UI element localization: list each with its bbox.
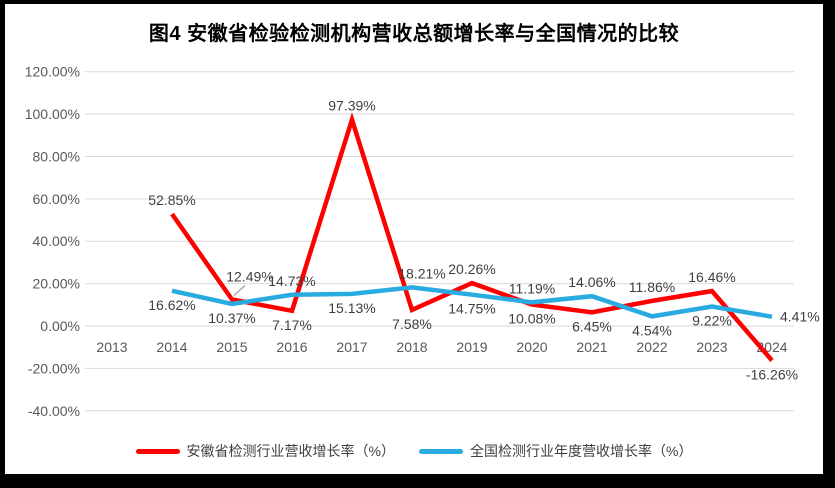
svg-text:2015: 2015 [216,339,247,355]
plot-area: 120.00% 100.00% 80.00% 60.00% 40.00% 20.00% 0.… [25,64,820,419]
svg-text:9.22%: 9.22% [692,313,732,329]
legend-label-anhui: 安徽省检测行业营收增长率（%） [186,443,395,459]
legend-label-national: 全国检测行业年度营收增长率（%） [470,443,693,459]
svg-text:52.85%: 52.85% [148,192,195,208]
svg-text:11.19%: 11.19% [509,280,555,296]
svg-text:2023: 2023 [696,339,727,355]
svg-text:2021: 2021 [576,339,607,355]
line-chart: 图4 安徽省检验检测机构营收总额增长率与全国情况的比较 120.00% 100.0… [5,4,823,474]
svg-text:-16.26%: -16.26% [746,367,798,383]
svg-text:120.00%: 120.00% [25,64,80,80]
svg-text:14.06%: 14.06% [568,274,615,290]
svg-text:12.49%: 12.49% [226,269,273,285]
svg-text:2020: 2020 [516,339,547,355]
svg-text:16.62%: 16.62% [148,297,195,313]
svg-text:14.75%: 14.75% [448,301,495,317]
svg-text:-40.00%: -40.00% [28,403,80,419]
svg-text:2019: 2019 [456,339,487,355]
svg-text:80.00%: 80.00% [33,149,80,165]
svg-text:60.00%: 60.00% [33,191,80,207]
svg-text:2022: 2022 [636,339,667,355]
svg-text:7.17%: 7.17% [272,317,312,333]
svg-text:20.26%: 20.26% [448,261,495,277]
svg-text:7.58%: 7.58% [392,316,432,332]
svg-text:11.86%: 11.86% [629,279,675,295]
svg-text:10.08%: 10.08% [508,311,555,327]
svg-text:16.46%: 16.46% [688,269,735,285]
svg-text:15.13%: 15.13% [328,300,375,316]
svg-text:2014: 2014 [156,339,187,355]
svg-text:2018: 2018 [396,339,427,355]
svg-text:2016: 2016 [276,339,307,355]
svg-text:0.00%: 0.00% [40,318,80,334]
svg-text:6.45%: 6.45% [572,318,612,334]
svg-text:40.00%: 40.00% [33,233,80,249]
legend-item-anhui: 安徽省检测行业营收增长率（%） [135,441,395,461]
svg-text:2017: 2017 [336,339,367,355]
chart-title: 图4 安徽省检验检测机构营收总额增长率与全国情况的比较 [148,23,680,45]
svg-text:18.21%: 18.21% [398,265,445,281]
legend: 安徽省检测行业营收增长率（%） 全国检测行业年度营收增长率（%） [5,440,823,462]
svg-text:20.00%: 20.00% [33,276,80,292]
red-line-swatch [135,448,180,454]
legend-item-national: 全国检测行业年度营收增长率（%） [419,441,692,461]
blue-line-swatch [419,448,463,454]
svg-text:97.39%: 97.39% [328,98,375,114]
svg-text:-20.00%: -20.00% [28,360,80,376]
svg-text:2013: 2013 [96,339,127,355]
svg-text:10.37%: 10.37% [208,310,255,326]
svg-text:4.54%: 4.54% [632,322,672,338]
svg-text:4.41%: 4.41% [780,309,820,325]
svg-text:14.73%: 14.73% [268,273,315,289]
svg-text:100.00%: 100.00% [25,106,80,122]
